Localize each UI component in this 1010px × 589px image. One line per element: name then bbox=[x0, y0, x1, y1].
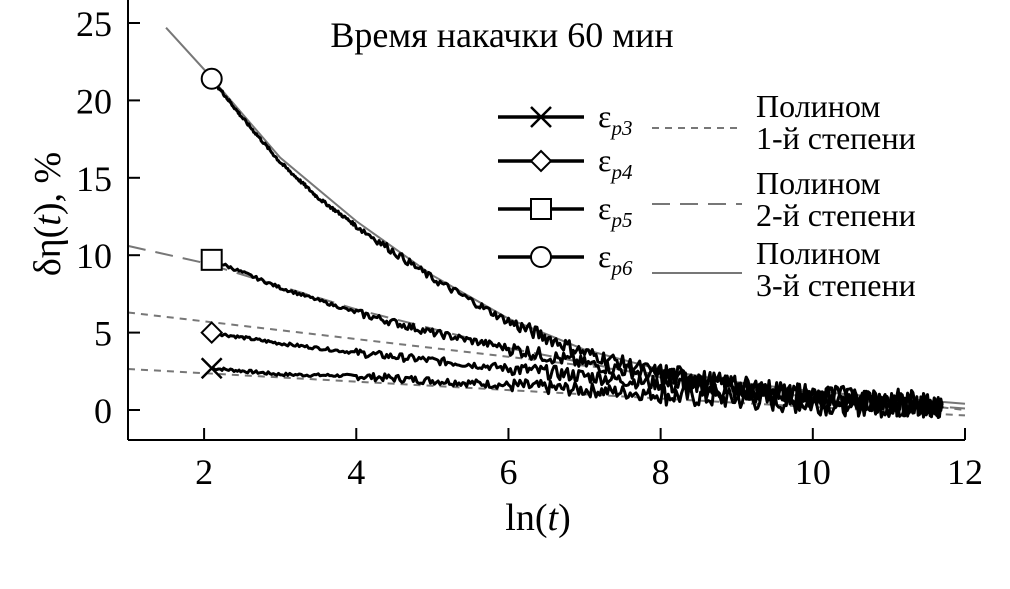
legend-label: εp5 bbox=[598, 190, 632, 232]
legend-label: εp4 bbox=[598, 142, 633, 184]
y-axis-label-prefix: δη( bbox=[27, 226, 69, 276]
y-axis-label-suffix: ), % bbox=[27, 152, 69, 215]
x-axis-label-var: t bbox=[548, 497, 560, 539]
legend-fit-label-line1: Полином bbox=[756, 165, 881, 201]
legend-label-subscript: p5 bbox=[609, 208, 632, 232]
x-axis-label-prefix: ln( bbox=[505, 497, 547, 539]
circle-marker bbox=[200, 67, 223, 90]
legend-label-symbol: ε bbox=[598, 142, 611, 178]
legend-label-subscript: p6 bbox=[609, 256, 633, 280]
y-tick-label: 15 bbox=[76, 159, 112, 199]
legend-fit-label-line2: 3-й степени bbox=[756, 267, 916, 303]
x-tick-label: 12 bbox=[947, 452, 983, 492]
x-tick-label: 2 bbox=[195, 452, 213, 492]
axes bbox=[127, 0, 965, 441]
square-marker bbox=[530, 198, 552, 220]
y-tick-label: 10 bbox=[76, 236, 112, 276]
legend-label-subscript: p4 bbox=[609, 160, 633, 184]
x-axis-label: ln(t) bbox=[505, 497, 570, 539]
y-axis-label-var: t bbox=[27, 214, 69, 226]
data-series bbox=[200, 67, 944, 419]
y-tick-label: 20 bbox=[76, 81, 112, 121]
legend-label-symbol: ε bbox=[598, 98, 611, 134]
y-tick-label: 5 bbox=[94, 314, 112, 354]
legend-label-symbol: ε bbox=[598, 190, 611, 226]
legend-fit-label-line1: Полином bbox=[756, 235, 881, 271]
x-tick-label: 4 bbox=[347, 452, 365, 492]
chart-title: Время накачки 60 мин bbox=[330, 15, 673, 55]
x-tick-label: 10 bbox=[795, 452, 831, 492]
series-line bbox=[211, 257, 944, 418]
x-tick-label: 8 bbox=[652, 452, 670, 492]
diamond-marker bbox=[529, 149, 553, 173]
y-tick-label: 0 bbox=[94, 391, 112, 431]
square-marker bbox=[200, 248, 223, 271]
circle-marker bbox=[530, 246, 552, 268]
ticks: 2 4 6 8 10 12 0 5 10 15 20 25 bbox=[76, 4, 983, 492]
series-line bbox=[210, 76, 944, 414]
y-tick-label: 25 bbox=[76, 4, 112, 44]
legend-fit-label-line2: 2-й степени bbox=[756, 197, 916, 233]
cross-marker bbox=[530, 106, 552, 128]
legend-label-symbol: ε bbox=[598, 238, 611, 274]
series-line bbox=[211, 366, 944, 419]
cross-marker bbox=[200, 357, 223, 380]
legend-fit-label-line1: Полином bbox=[756, 88, 881, 124]
legend-fit-label-line2: 1-й степени bbox=[756, 120, 916, 156]
x-tick-label: 6 bbox=[499, 452, 517, 492]
y-axis-label: δη(t), % bbox=[27, 152, 69, 276]
legend-label: εp3 bbox=[598, 98, 632, 140]
diamond-marker bbox=[200, 321, 224, 345]
x-axis-label-suffix: ) bbox=[558, 497, 571, 539]
legend-label: εp6 bbox=[598, 238, 633, 280]
legend-label-subscript: p3 bbox=[609, 116, 632, 140]
